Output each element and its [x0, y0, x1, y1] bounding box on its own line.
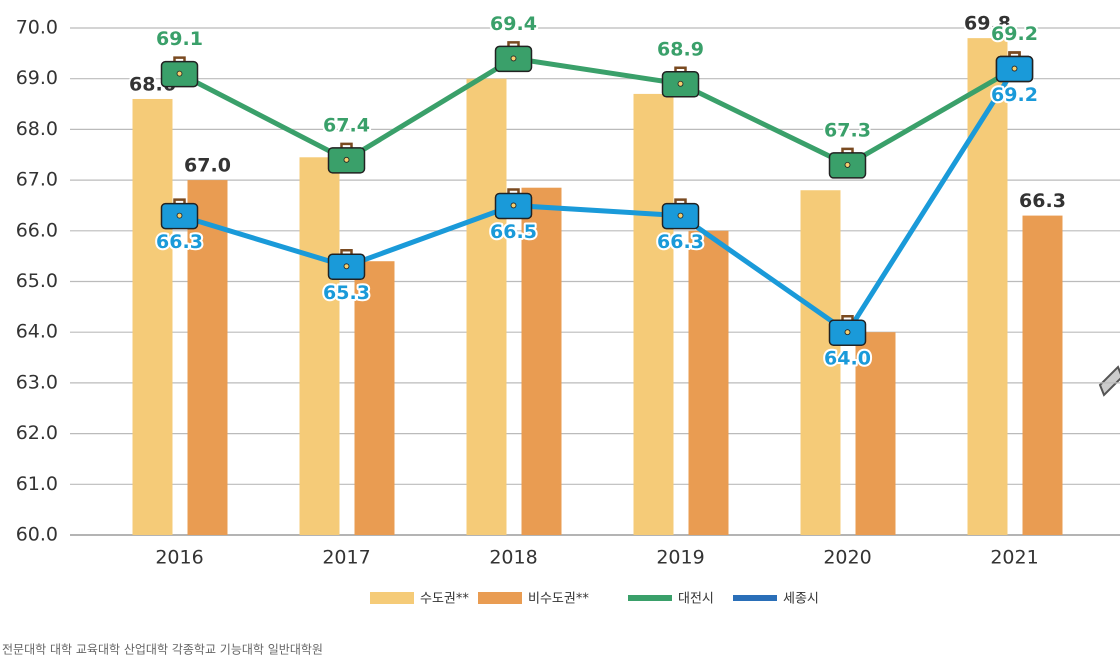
line-label: 66.3	[657, 231, 704, 253]
y-tick-label: 61.0	[16, 473, 58, 495]
y-tick-label: 62.0	[16, 422, 58, 444]
marker-clasp	[343, 263, 350, 270]
legend-label: 수도권**	[420, 592, 469, 607]
legend-label: 세종시	[783, 592, 819, 607]
y-tick-label: 60.0	[16, 524, 58, 546]
bar	[187, 180, 228, 535]
x-tick-label: 2017	[322, 547, 370, 569]
line	[178, 67, 1017, 336]
marker-clasp	[844, 161, 851, 168]
marker-clasp	[1011, 65, 1018, 72]
x-tick-label: 2021	[990, 547, 1038, 569]
line-label: 67.3	[824, 119, 871, 141]
y-tick-label: 70.0	[16, 17, 58, 39]
y-tick-label: 68.0	[16, 118, 58, 140]
bar	[521, 187, 562, 535]
bar	[466, 78, 507, 535]
marker-clasp	[677, 80, 684, 87]
marker-handle	[173, 198, 186, 205]
line-label: 68.9	[657, 38, 704, 60]
marker-clasp	[176, 212, 183, 219]
line	[178, 55, 1016, 168]
marker-clasp	[844, 329, 851, 336]
y-tick-label: 67.0	[16, 169, 58, 191]
marker-handle	[507, 188, 520, 195]
line-label: 69.2	[991, 23, 1038, 45]
y-tick-label: 63.0	[16, 371, 58, 393]
marker-handle	[1008, 51, 1021, 58]
footnote: 전문대학 대학 교육대학 산업대학 각종학교 기능대학 일반대학원	[2, 643, 323, 657]
legend-swatch	[733, 595, 777, 601]
marker-handle	[674, 66, 687, 73]
bar-label: 66.3	[1019, 190, 1066, 212]
line-label: 69.2	[991, 84, 1038, 106]
x-tick-label: 2019	[656, 547, 704, 569]
bar-label: 69.8	[964, 13, 1011, 35]
legend-swatch	[628, 595, 672, 601]
bar	[1022, 215, 1063, 535]
legend-label: 비수도권**	[528, 592, 589, 607]
y-tick-label: 66.0	[16, 219, 58, 241]
marker-handle	[841, 147, 854, 154]
line-label: 69.4	[490, 13, 537, 35]
y-tick-label: 64.0	[16, 321, 58, 343]
line-label: 69.1	[156, 28, 203, 50]
bar	[688, 230, 729, 536]
line-label: 64.0	[824, 348, 871, 370]
bar	[855, 332, 896, 535]
marker-clasp	[510, 202, 517, 209]
marker-clasp	[176, 70, 183, 77]
legend-swatch	[370, 592, 414, 604]
marker-clasp	[677, 212, 684, 219]
bar	[354, 261, 395, 535]
line-label: 67.4	[323, 114, 370, 136]
bar	[967, 38, 1008, 535]
line-label: 65.3	[323, 282, 370, 304]
line-label: 66.5	[490, 221, 537, 243]
marker-handle	[674, 198, 687, 205]
marker-handle	[340, 249, 353, 256]
marker-clasp	[343, 156, 350, 163]
bar-label: 67.0	[184, 155, 231, 177]
marker-handle	[841, 314, 854, 322]
bar	[800, 190, 841, 536]
bar	[299, 157, 340, 535]
line-label: 66.3	[156, 231, 203, 253]
marker-handle	[340, 142, 353, 149]
bar	[633, 93, 674, 535]
bar	[132, 98, 173, 535]
x-tick-label: 2016	[155, 547, 203, 569]
marker-handle	[507, 41, 520, 48]
x-tick-label: 2018	[489, 547, 537, 569]
legend-label: 대전시	[678, 592, 714, 607]
decor-icon	[1098, 365, 1120, 397]
y-tick-label: 69.0	[16, 67, 58, 89]
y-tick-label: 65.0	[16, 270, 58, 292]
x-tick-label: 2020	[823, 547, 871, 569]
marker-handle	[173, 56, 186, 63]
legend-swatch	[478, 592, 522, 604]
marker-clasp	[510, 55, 517, 62]
